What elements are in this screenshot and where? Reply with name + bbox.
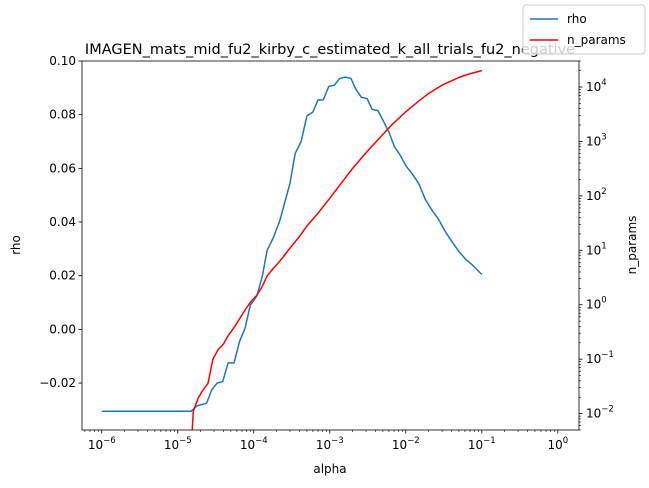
y2-tick-label: 102 xyxy=(586,187,607,203)
legend-box xyxy=(522,4,646,55)
y-tick-label: 0.06 xyxy=(49,161,76,175)
x-axis-label: alpha xyxy=(313,462,346,476)
y2-tick-label: 103 xyxy=(586,132,607,148)
x-tick-label: 10−6 xyxy=(88,436,116,452)
series-rho-line xyxy=(101,76,483,412)
y-axis-ticks: −0.02 0.00 0.02 0.04 0.06 0.08 0.10 xyxy=(39,54,82,390)
y2-tick-label: 100 xyxy=(586,296,607,312)
y2-axis-label: n_params xyxy=(625,216,639,275)
x-tick-label: 10−2 xyxy=(392,436,420,452)
y-tick-label: 0.10 xyxy=(49,54,76,68)
x-tick-label: 10−4 xyxy=(240,436,268,452)
y2-tick-label: 10−1 xyxy=(586,350,614,366)
y-tick-label: 0.04 xyxy=(49,215,76,229)
x-tick-label: 10−5 xyxy=(164,436,192,452)
x-tick-label: 10−1 xyxy=(468,436,496,452)
y-tick-label: 0.02 xyxy=(49,269,76,283)
y2-tick-label: 104 xyxy=(586,78,607,94)
legend-label-rho: rho xyxy=(567,12,587,26)
y2-axis-ticks: 10−2 10−1 100 101 102 103 104 xyxy=(579,60,614,431)
legend-label-n-params: n_params xyxy=(567,33,626,47)
y2-tick-label: 101 xyxy=(586,241,607,257)
chart-title: IMAGEN_mats_mid_fu2_kirby_c_estimated_k_… xyxy=(85,42,575,58)
axes-frame xyxy=(81,60,580,431)
series-n-params-line xyxy=(191,69,482,430)
y-axis-label: rho xyxy=(9,235,23,255)
x-tick-label: 100 xyxy=(547,436,568,452)
series-layer xyxy=(101,69,483,430)
y2-tick-label: 10−2 xyxy=(586,405,614,421)
x-tick-label: 10−3 xyxy=(316,436,344,452)
legend: rho n_params xyxy=(522,4,646,55)
y-tick-label: −0.02 xyxy=(39,376,76,390)
plot-area xyxy=(82,61,579,430)
y-tick-label: 0.00 xyxy=(49,322,76,336)
x-axis-ticks: 10−6 10−5 10−4 10−3 10−2 10−1 100 xyxy=(84,430,568,452)
y-tick-label: 0.08 xyxy=(49,108,76,122)
